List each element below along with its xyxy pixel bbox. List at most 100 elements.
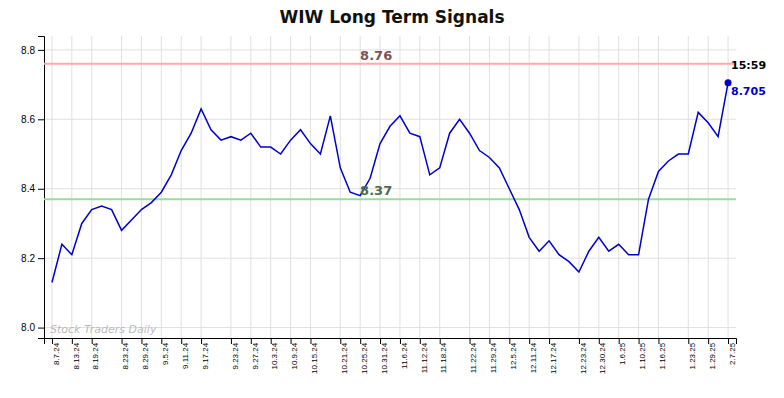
grid-line [201,36,202,338]
tick-label: 8.7.24 [52,342,61,365]
tick: 9.27.24 [251,338,260,370]
grid-line [290,36,291,338]
tick: 10.31.24 [380,338,389,374]
tick: 8.7.24 [52,338,61,365]
marks [44,64,736,283]
tick: 8.4 [21,183,44,194]
tick: 8.8 [21,45,44,56]
tick-label: 1.23.25 [688,342,697,369]
annotations: 8.768.3715:598.705Stock Traders Daily [50,48,766,336]
grid-line [469,36,470,338]
grid-line [44,258,736,259]
reference-label: 8.76 [360,48,392,63]
tick-mark [38,189,44,190]
grid-line [688,36,689,338]
tick: 1.10.25 [638,338,647,370]
tick: 8.29.24 [141,338,150,370]
tick-label: 12.11.24 [529,342,538,373]
tick-label: 8.29.24 [141,342,150,369]
tick-label: 1.16.25 [658,342,667,369]
last-time: 15:59 [731,59,766,72]
tick: 8.2 [21,253,44,264]
grid-line [230,36,231,338]
reference-line [44,63,736,65]
tick-label: 12.17.24 [549,342,558,374]
tick-mark [38,119,44,120]
tick-label: 9.27.24 [251,342,260,369]
tick: 1.29.25 [708,338,717,370]
grid-line [638,36,639,338]
tick-label: 2.7.25 [728,342,737,365]
tick-label: 11.18.24 [439,342,448,373]
tick-label: 9.5.24 [161,342,170,365]
tick-label: 8.0 [21,322,35,333]
grid-line [439,36,440,338]
tick: 8.23.24 [121,338,130,370]
grid-line [549,36,550,338]
tick: 1.23.25 [688,338,697,370]
tick-label: 9.17.24 [201,342,210,369]
tick: 11.18.24 [439,338,448,373]
tick-label: 11.6.24 [400,342,409,369]
x-axis: 8.7.24 8.13.24 8.19.24 8.23.24 8.29.24 9.5.24… [45,338,737,374]
tick: 8.19.24 [91,338,100,370]
tick-label: 1.10.25 [638,342,647,369]
tick: 12.30.24 [598,338,607,374]
tick-mark [38,50,44,51]
tick-label: 8.13.24 [72,342,81,369]
tick: 8.6 [21,114,44,125]
tick: 10.21.24 [340,338,349,374]
tick-label: 8.19.24 [91,342,100,369]
tick: 10.9.24 [290,338,299,370]
tick: 11.12.24 [420,338,429,373]
tick: 10.3.24 [270,338,279,370]
tick-label: 8.8 [21,45,35,56]
tick: 11.6.24 [400,338,409,369]
tick: 9.23.24 [231,338,240,370]
grid-line [71,36,72,338]
grid-line [598,36,599,338]
tick-mark [38,258,44,259]
grid-line [181,36,182,338]
grid-line [51,36,52,338]
tick-label: 1.6.25 [618,342,627,365]
tick: 12.11.24 [529,338,538,373]
tick: 10.15.24 [310,338,319,374]
tick-label: 12.5.24 [509,342,518,369]
tick-label: 11.22.24 [469,342,478,373]
chart: WIW Long Term Signals8.08.28.48.68.88.7.… [0,0,784,398]
tick: 8.0 [21,322,44,333]
tick: 2.7.25 [728,338,737,365]
grid-line [91,36,92,338]
price-line [52,83,728,283]
tick-label: 11.12.24 [420,342,429,373]
tick: 12.17.24 [549,338,558,374]
grid-line [708,36,709,338]
reference-line [44,198,736,200]
grid-line [121,36,122,338]
tick-label: 8.23.24 [121,342,130,369]
tick-label: 10.21.24 [340,342,349,374]
grid-line [250,36,251,338]
grid-line [44,119,736,120]
tick: 11.22.24 [469,338,478,373]
tick: 1.6.25 [618,338,627,365]
tick: 8.13.24 [72,338,81,370]
tick: 12.23.24 [579,338,588,374]
tick-label: 9.23.24 [231,342,240,369]
reference-label: 8.37 [360,183,392,198]
y-axis: 8.0 8.2 8.4 8.6 8.8 [21,37,44,339]
tick-label: 10.9.24 [290,342,299,369]
grid-line [658,36,659,338]
tick-label: 8.4 [21,183,35,194]
grid-line [419,36,420,338]
tick-label: 12.23.24 [579,342,588,374]
grid-line [161,36,162,338]
tick-label: 10.3.24 [270,342,279,369]
grid-line [310,36,311,338]
tick: 1.16.25 [658,338,667,370]
tick: 10.25.24 [360,338,369,374]
tick-label: 9.11.24 [181,342,190,369]
tick-mark [38,328,44,329]
grid-line [141,36,142,338]
